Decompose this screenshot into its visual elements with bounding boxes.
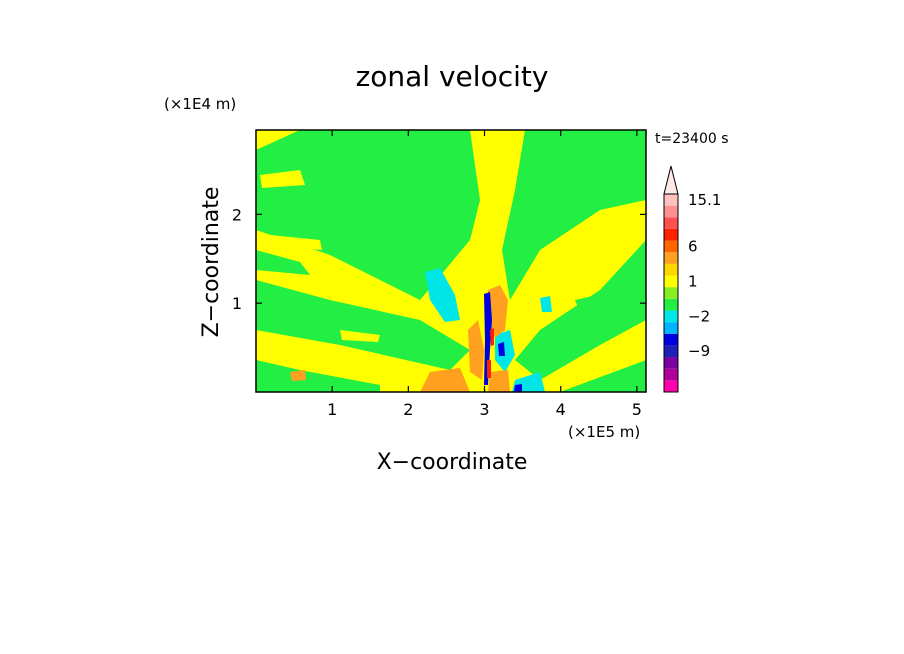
green-streak-2 (600, 150, 642, 175)
colorbar-band (664, 194, 678, 206)
x-tick-label: 3 (479, 400, 489, 419)
colorbar-band (664, 298, 678, 311)
green-regions (256, 130, 646, 392)
x-tick-label: 1 (327, 400, 337, 419)
yellow-patches (260, 170, 644, 342)
blue-regions (484, 292, 522, 392)
colorbar-label: −9 (688, 342, 710, 360)
x-unit-label: (×1E5 m) (568, 423, 640, 441)
chart-title: zonal velocity (356, 60, 549, 93)
time-label: t=23400 s (655, 131, 729, 147)
colorbar-band (664, 368, 678, 381)
colorbar-band (664, 240, 678, 253)
colorbar-label: 6 (688, 237, 698, 255)
colorbar-band (664, 263, 678, 276)
contour-field (256, 130, 646, 392)
colorbar-label: 15.1 (688, 191, 721, 209)
blue-vertical-streak (484, 292, 492, 385)
colorbar-band (664, 345, 678, 358)
colorbar-band (664, 228, 678, 241)
y-axis-label: Z−coordinate (199, 187, 224, 338)
orange-bottom-edge (290, 370, 306, 381)
green-bottom-right (560, 360, 646, 392)
colorbar-band (664, 217, 678, 229)
colorbar-band (664, 333, 678, 346)
left-green-wedge (256, 130, 480, 300)
yellow-patch-1 (260, 170, 305, 188)
yellow-patch-4 (340, 330, 380, 342)
blue-blob-right (498, 342, 505, 356)
y-tick-label: 2 (232, 205, 242, 224)
yellow-patch-3 (620, 212, 644, 230)
orange-bottom-left (420, 368, 470, 392)
colorbar-band (664, 287, 678, 299)
red-regions (487, 328, 494, 378)
green-lower-band (256, 280, 470, 370)
orange-regions (290, 285, 510, 392)
red-streak (490, 328, 494, 346)
x-tick-label: 2 (403, 400, 413, 419)
x-tick-label: 5 (632, 400, 642, 419)
colorbar-label: 1 (688, 272, 698, 290)
colorbar-label: −2 (688, 307, 710, 325)
plot-frame (255, 129, 647, 393)
colorbar: 15.1 6 1 −2 −9 (663, 165, 721, 393)
colorbar-band (664, 310, 678, 323)
y-unit-label: (×1E4 m) (164, 95, 236, 113)
cyan-right-blob (540, 296, 552, 312)
x-tick-label: 4 (556, 400, 566, 419)
green-bottom-left (256, 360, 380, 392)
colorbar-band (664, 275, 678, 288)
colorbar-band (664, 322, 678, 334)
orange-left-blob (468, 320, 484, 380)
green-streak-1 (260, 195, 330, 215)
x-axis: 1 2 3 4 5 (327, 130, 642, 419)
red-bottom-streak (487, 360, 491, 378)
orange-bottom-center (488, 370, 510, 392)
x-axis-label: X−coordinate (377, 450, 528, 475)
cyan-center-blob (495, 330, 515, 372)
green-mid-left-patch (256, 250, 310, 275)
colorbar-over-triangle (663, 165, 679, 195)
y-axis: 12 (232, 205, 646, 313)
cyan-left-blob (425, 268, 460, 322)
blue-blob-bottom (514, 384, 522, 392)
colorbar-band (664, 357, 678, 369)
green-streak-3 (575, 290, 625, 312)
y-tick-label: 1 (232, 294, 242, 313)
colorbar-band (664, 205, 678, 218)
orange-upper-blob (488, 285, 508, 338)
yellow-patch-2 (270, 235, 322, 250)
colorbar-band (664, 380, 678, 392)
colorbar-frame (663, 193, 679, 393)
colorbar-band (664, 252, 678, 264)
